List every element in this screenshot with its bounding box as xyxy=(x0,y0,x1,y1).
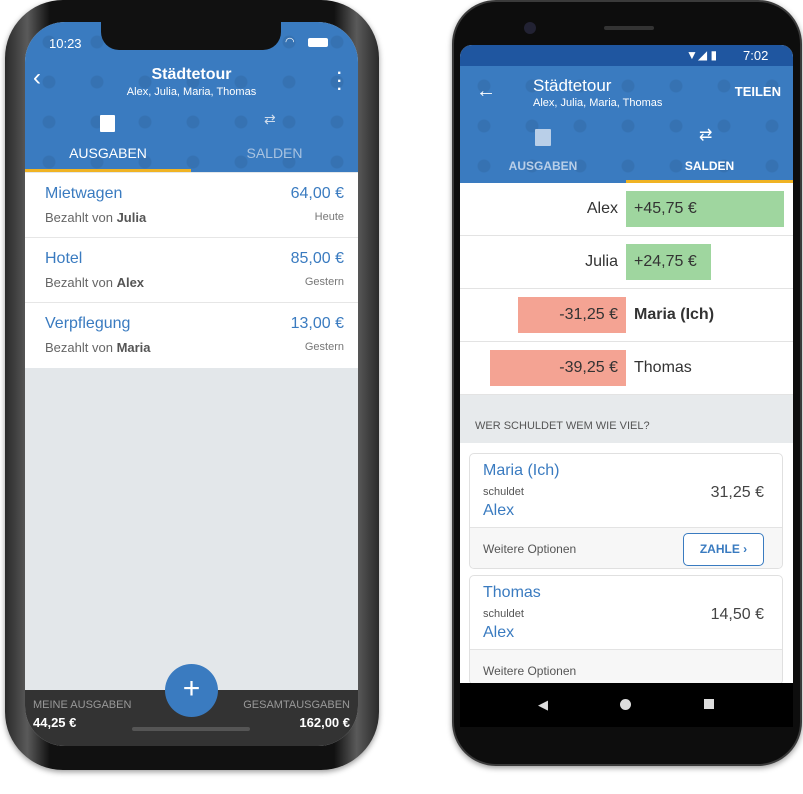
tab-label: AUSGABEN xyxy=(508,159,578,173)
debtor: Thomas xyxy=(483,584,541,601)
balance-name: Thomas xyxy=(634,359,692,376)
creditor: Alex xyxy=(483,502,515,519)
creditor: Alex xyxy=(483,624,515,641)
balance-name: Maria (Ich) xyxy=(634,306,715,323)
more-icon[interactable]: · · · xyxy=(337,65,343,98)
wifi-signal-battery-icons: ▼◢ ▮ xyxy=(686,48,718,62)
expense-title: Mietwagen xyxy=(45,185,123,202)
expense-row[interactable]: Hotel 85,00 € Bezahlt von Alex Gestern xyxy=(25,238,358,303)
wifi-icon: ◠ xyxy=(285,36,295,48)
tab-salden[interactable]: ⇄ SALDEN xyxy=(191,107,358,172)
balance-bar: +45,75 € xyxy=(626,191,784,227)
ios-header: 10:23 ◠ ‹ Städtetour Alex, Julia, Maria,… xyxy=(25,22,358,172)
ios-screen: 10:23 ◠ ‹ Städtetour Alex, Julia, Maria,… xyxy=(25,22,358,746)
expense-payer: Bezahlt von Alex xyxy=(45,275,145,290)
more-options-link[interactable]: Weitere Optionen xyxy=(483,542,577,556)
receipt-icon xyxy=(100,115,115,132)
debt-card: Maria (Ich) schuldet Alex 31,25 € Weiter… xyxy=(469,453,783,569)
expense-payer: Bezahlt von Julia xyxy=(45,210,147,225)
status-time: 7:02 xyxy=(743,48,769,63)
balance-bar: -31,25 € xyxy=(518,297,626,333)
tab-label: SALDEN xyxy=(246,145,303,161)
transfer-icon: ⇄ xyxy=(699,127,713,144)
debtor: Maria (Ich) xyxy=(483,462,560,479)
android-nav-bar: ◀ xyxy=(460,683,793,727)
my-expenses-label: MEINE AUSGABEN xyxy=(33,699,132,711)
tab-ausgaben[interactable]: AUSGABEN xyxy=(460,121,626,183)
nav-back-icon[interactable]: ◀ xyxy=(538,697,548,712)
battery-icon xyxy=(308,38,328,47)
balance-row: +24,75 € Julia xyxy=(460,236,793,289)
balance-name: Julia xyxy=(585,253,618,270)
android-screen: ▼◢ ▮ 7:02 ← Städtetour Alex, Julia, Mari… xyxy=(460,45,793,683)
pay-button[interactable]: ZAHLE › xyxy=(683,533,764,566)
card-footer: Weitere Optionen xyxy=(470,649,782,683)
status-time: 10:23 xyxy=(49,36,82,51)
home-indicator xyxy=(132,727,250,731)
page-title: Städtetour xyxy=(533,76,612,95)
expense-date: Gestern xyxy=(304,276,344,288)
total-expenses-value: 162,00 € xyxy=(299,715,350,730)
expense-amount: 64,00 € xyxy=(290,185,344,202)
card-footer: Weitere Optionen ZAHLE › xyxy=(470,527,782,568)
add-expense-button[interactable]: + xyxy=(165,664,218,717)
debt-verb: schuldet xyxy=(483,486,524,498)
expense-row[interactable]: Mietwagen 64,00 € Bezahlt von Julia Heute xyxy=(25,173,358,238)
expense-date: Heute xyxy=(314,211,344,223)
my-expenses-value: 44,25 € xyxy=(33,715,77,730)
receipt-icon xyxy=(535,129,551,146)
debt-card: Thomas schuldet Alex 14,50 € Weitere Opt… xyxy=(469,575,783,683)
debt-amount: 14,50 € xyxy=(710,606,764,623)
more-options-link[interactable]: Weitere Optionen xyxy=(483,664,577,678)
balance-name: Alex xyxy=(586,200,618,217)
section-header: WER SCHULDET WEM WIE VIEL? xyxy=(460,395,793,443)
page-subtitle: Alex, Julia, Maria, Thomas xyxy=(533,97,663,109)
status-bar: ▼◢ ▮ 7:02 xyxy=(460,45,793,66)
balance-row: -39,25 € Thomas xyxy=(460,342,793,395)
balance-row: +45,75 € Alex xyxy=(460,183,793,236)
tab-indicator xyxy=(626,180,793,183)
balance-bar: +24,75 € xyxy=(626,244,712,280)
plus-icon: + xyxy=(182,672,201,705)
expense-title: Verpflegung xyxy=(45,315,131,332)
balance-row: -31,25 € Maria (Ich) xyxy=(460,289,793,342)
expense-row[interactable]: Verpflegung 13,00 € Bezahlt von Maria Gest… xyxy=(25,303,358,368)
speaker xyxy=(604,26,654,30)
android-header: ← Städtetour Alex, Julia, Maria, Thomas … xyxy=(460,66,793,183)
back-arrow-icon[interactable]: ← xyxy=(476,80,496,102)
debt-amount: 31,25 € xyxy=(710,484,764,501)
tab-indicator xyxy=(25,169,191,172)
notch xyxy=(101,22,281,50)
tab-ausgaben[interactable]: AUSGABEN xyxy=(25,107,191,172)
debt-verb: schuldet xyxy=(483,608,524,620)
expense-payer: Bezahlt von Maria xyxy=(45,340,151,355)
tab-label: AUSGABEN xyxy=(69,145,147,161)
nav-recents-icon[interactable] xyxy=(704,699,714,709)
page-title: Städtetour xyxy=(151,66,232,83)
expense-date: Gestern xyxy=(304,341,344,353)
expense-amount: 85,00 € xyxy=(290,250,344,267)
section-title: WER SCHULDET WEM WIE VIEL? xyxy=(475,420,650,432)
page-subtitle: Alex, Julia, Maria, Thomas xyxy=(126,86,257,98)
nav-home-icon[interactable] xyxy=(620,699,631,710)
back-icon[interactable]: ‹ xyxy=(33,64,41,91)
tab-salden[interactable]: ⇄ SALDEN xyxy=(626,121,793,183)
transfer-icon: ⇄ xyxy=(264,111,276,127)
expense-title: Hotel xyxy=(45,250,83,267)
expense-amount: 13,00 € xyxy=(290,315,344,332)
balance-bar: -39,25 € xyxy=(490,350,626,386)
chevron-right-icon: › xyxy=(743,542,748,556)
total-expenses-label: GESAMTAUSGABEN xyxy=(243,699,350,711)
tab-label: SALDEN xyxy=(684,159,735,173)
camera xyxy=(524,22,536,34)
share-button[interactable]: TEILEN xyxy=(734,84,781,99)
